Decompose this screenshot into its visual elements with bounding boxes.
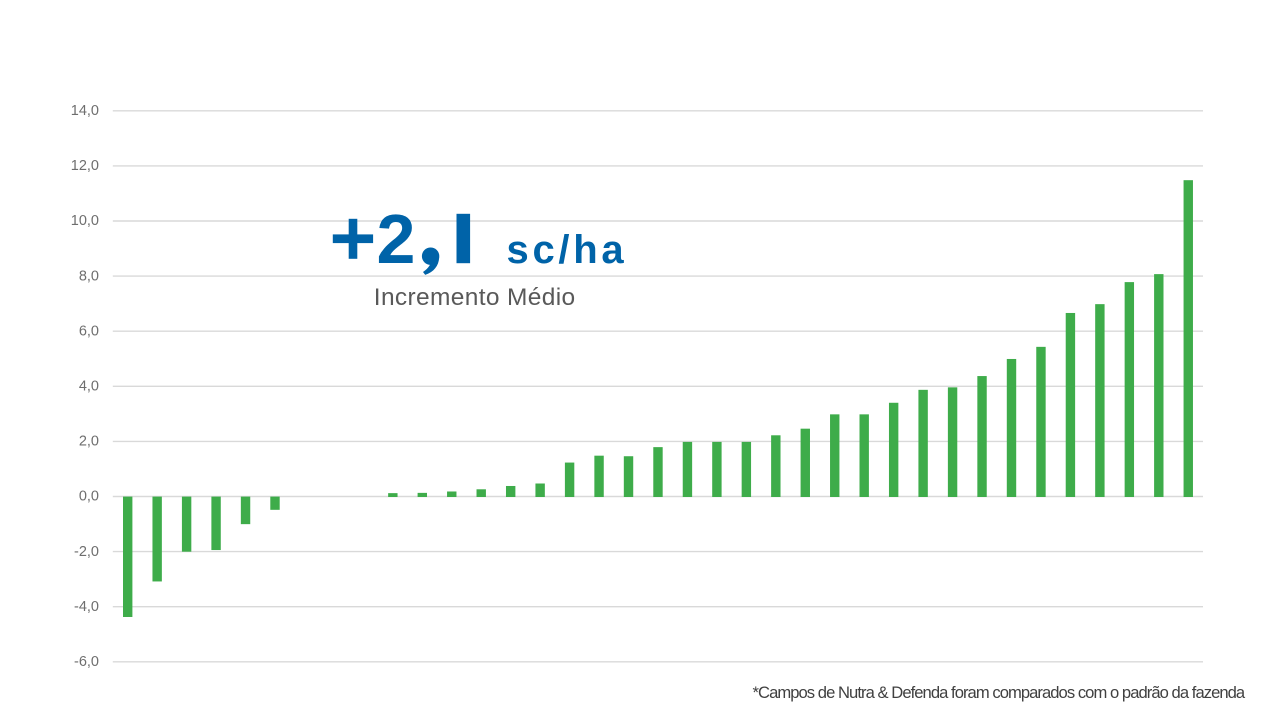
svg-text:*Campos de Nutra & Defenda for: *Campos de Nutra & Defenda foram compara… [753, 683, 1246, 702]
svg-text:2: 2 [377, 200, 416, 278]
svg-text:8,0: 8,0 [79, 268, 99, 284]
svg-text:12,0: 12,0 [71, 158, 99, 174]
svg-text:-4,0: -4,0 [74, 599, 99, 615]
svg-text:2,0: 2,0 [79, 434, 99, 450]
svg-text:-2,0: -2,0 [74, 544, 99, 560]
svg-text:Incremento Médio: Incremento Médio [374, 284, 576, 311]
svg-text:0,0: 0,0 [79, 489, 99, 505]
svg-text:4,0: 4,0 [79, 379, 99, 395]
svg-text:10,0: 10,0 [71, 213, 99, 229]
svg-text:6,0: 6,0 [79, 323, 99, 339]
svg-text:sc/ha: sc/ha [507, 228, 628, 272]
svg-text:14,0: 14,0 [71, 103, 99, 119]
svg-text:-6,0: -6,0 [74, 654, 99, 670]
